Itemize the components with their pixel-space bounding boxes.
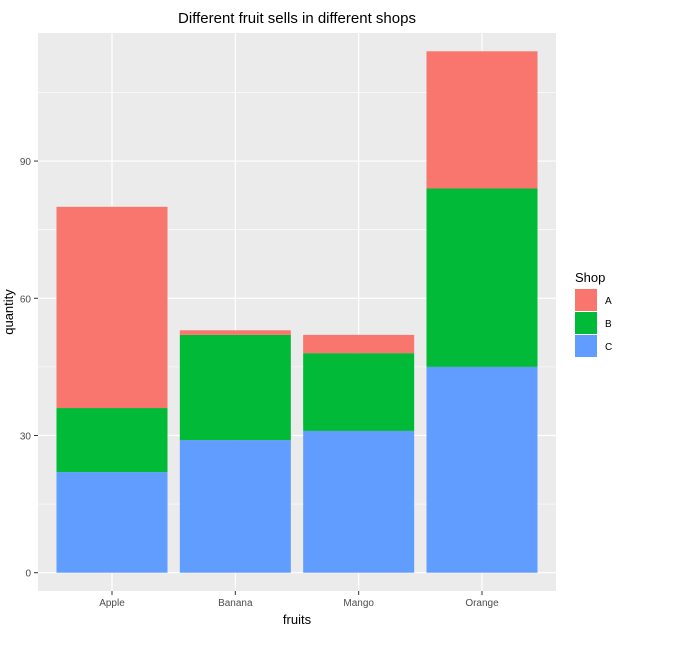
y-axis: 0 30 60 90 (20, 157, 38, 580)
bar-orange-shop-b (426, 188, 538, 367)
x-tick-label-apple: Apple (99, 598, 125, 609)
chart-title: Different fruit sells in different shops (178, 10, 416, 27)
bar-mango-shop-a (303, 334, 415, 354)
bar-mango-shop-c (303, 430, 415, 573)
bar-mango-shop-b (303, 353, 415, 431)
bar-banana-shop-c (179, 440, 291, 573)
bar-apple-shop-b (56, 408, 168, 473)
legend-label-b: B (605, 319, 612, 330)
bar-apple-shop-c (56, 472, 168, 573)
bar-orange-shop-c (426, 366, 538, 573)
x-tick-label-mango: Mango (343, 598, 374, 609)
bar-banana-shop-b (179, 334, 291, 441)
y-axis-label: quantity (1, 289, 16, 335)
legend-label-c: C (605, 342, 612, 353)
legend-swatch-c (575, 335, 597, 357)
y-tick-label: 0 (25, 569, 31, 580)
x-tick-label-orange: Orange (465, 598, 499, 609)
bar-apple-shop-a (56, 206, 168, 409)
legend-swatch-a (575, 289, 597, 311)
bar-banana-shop-a (179, 330, 291, 335)
y-tick-label: 30 (20, 431, 32, 442)
x-tick-label-banana: Banana (218, 598, 253, 609)
legend-items: A B C (575, 289, 612, 357)
legend-title: Shop (575, 270, 605, 285)
bar-orange-shop-a (426, 51, 538, 189)
x-axis: Apple Banana Mango Orange (99, 591, 499, 609)
legend-label-a: A (605, 296, 612, 307)
y-tick-label: 90 (20, 157, 32, 168)
x-axis-label: fruits (283, 612, 312, 627)
y-tick-label: 60 (20, 294, 32, 305)
bars-group (56, 51, 538, 573)
legend: Shop A B C (575, 270, 612, 357)
legend-swatch-b (575, 312, 597, 334)
